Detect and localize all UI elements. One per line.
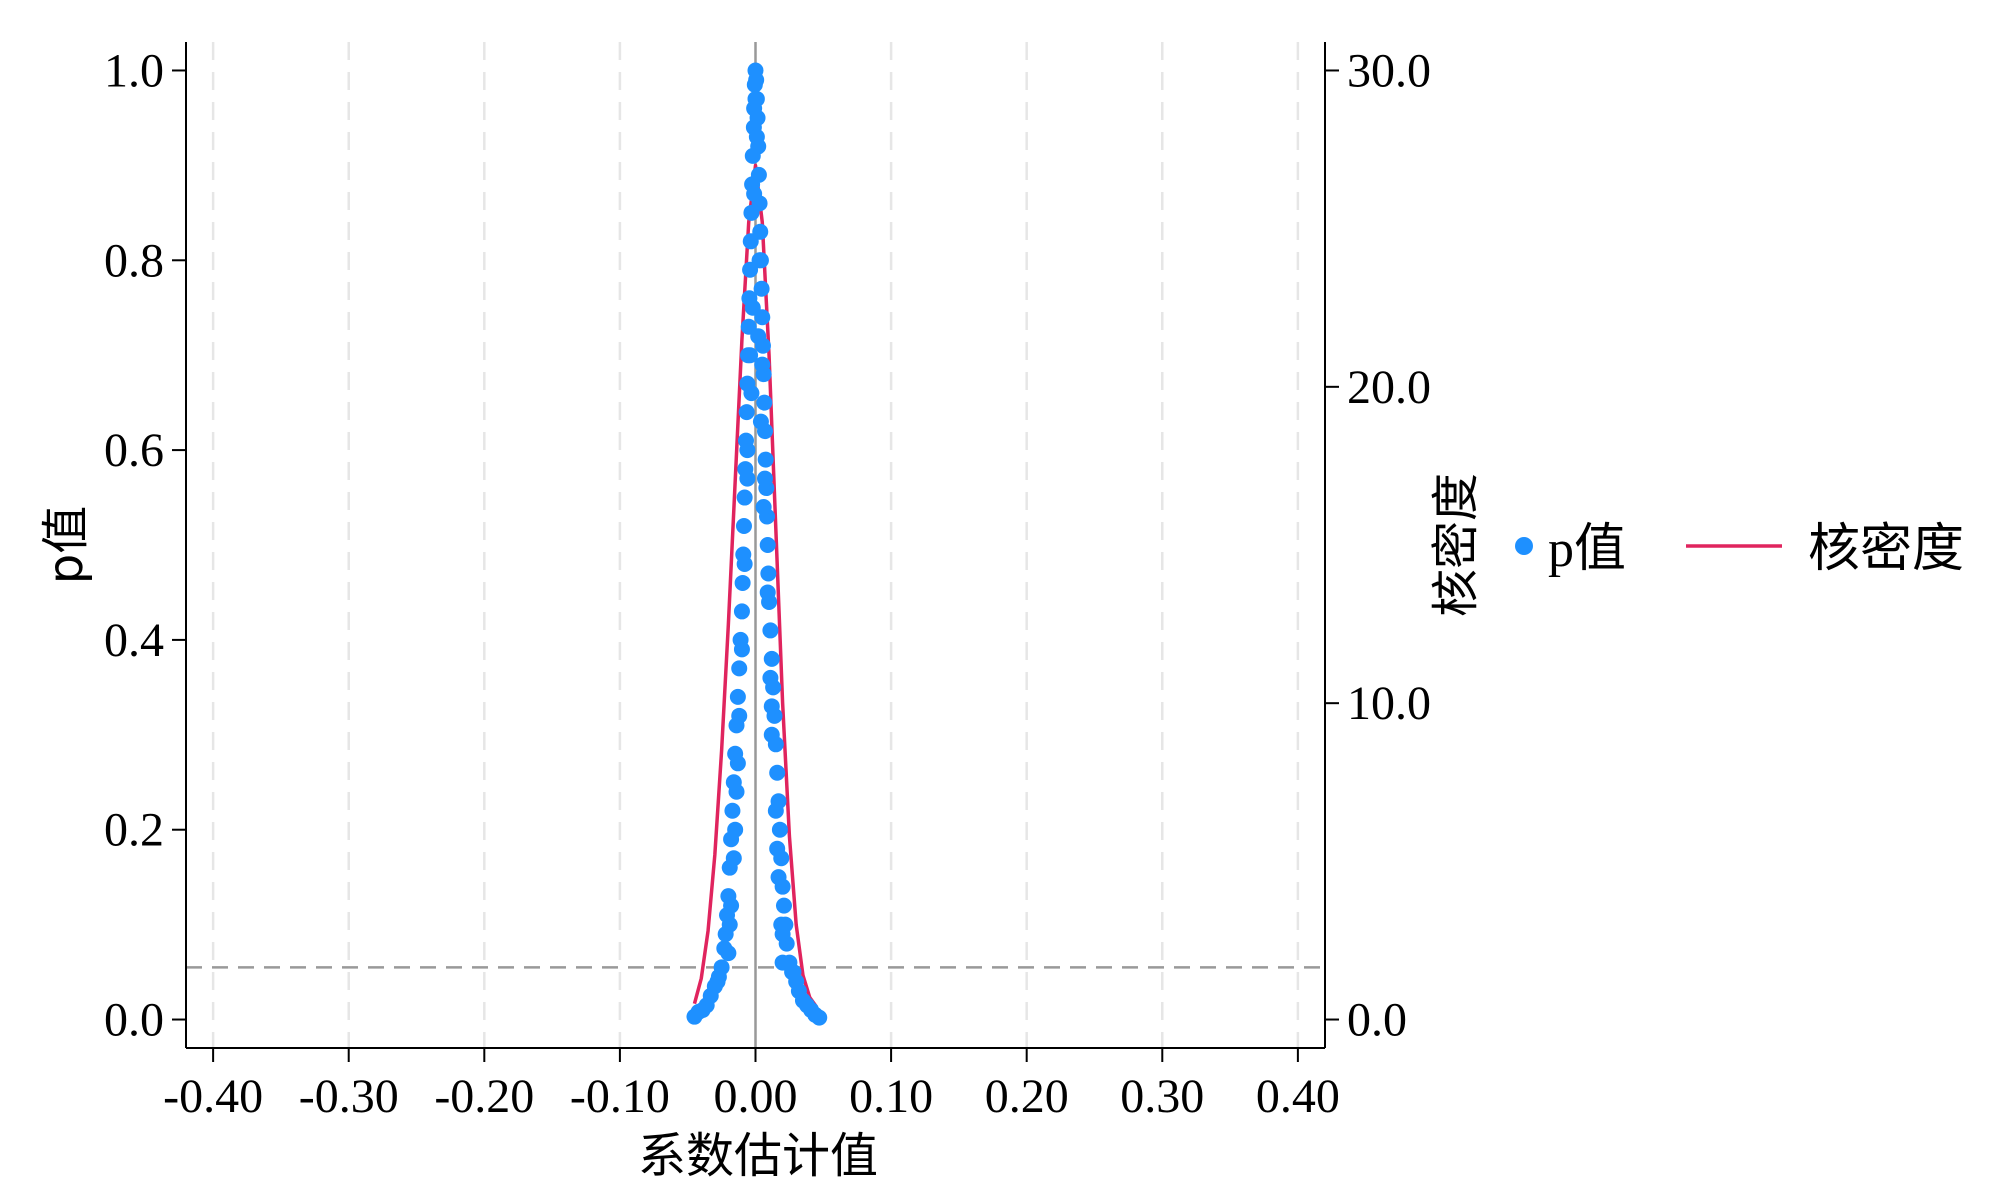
p-value-point-104 — [742, 347, 759, 364]
p-value-point-97 — [774, 954, 791, 971]
p-value-point-117 — [774, 926, 791, 943]
p-value-point-55 — [771, 821, 788, 838]
p-value-point-96 — [720, 945, 737, 962]
p-value-point-54 — [724, 802, 741, 819]
p-value-point-83 — [811, 1009, 828, 1026]
p-value-point-51 — [769, 764, 786, 781]
x-tick-label-1: -0.30 — [299, 1070, 399, 1123]
legend-label-density: 核密度 — [1808, 521, 1964, 578]
p-value-point-88 — [739, 470, 756, 487]
p-value-point-34 — [735, 518, 752, 535]
p-value-point-14 — [742, 233, 759, 250]
p-value-point-108 — [736, 555, 753, 572]
x-tick-label-4: 0.00 — [714, 1070, 798, 1123]
p-value-point-91 — [763, 726, 780, 743]
p-value-point-116 — [721, 916, 738, 933]
p-value-point-26 — [738, 404, 755, 421]
p-value-point-38 — [734, 574, 751, 591]
p-value-point-115 — [770, 869, 787, 886]
y-right-tick-label-3: 30.0 — [1347, 44, 1431, 97]
p-value-point-107 — [756, 470, 773, 487]
x-tick-label-0: -0.40 — [163, 1070, 263, 1123]
p-value-point-2 — [746, 76, 763, 93]
y-left-tick-label-3: 0.6 — [104, 424, 164, 477]
p-value-point-94 — [723, 897, 740, 914]
p-value-point-98 — [763, 698, 780, 715]
p-value-point-105 — [754, 356, 771, 373]
p-value-point-82 — [686, 1008, 703, 1025]
p-value-point-106 — [739, 442, 756, 459]
p-value-point-103 — [751, 252, 768, 269]
x-tick-label-5: 0.10 — [849, 1070, 933, 1123]
density-layer — [692, 163, 818, 1008]
p-value-point-44 — [731, 660, 748, 677]
p-value-point-37 — [760, 565, 777, 582]
y-left-tick-label-0: 0.0 — [104, 994, 164, 1047]
p-value-point-90 — [731, 707, 748, 724]
p-value-point-118 — [785, 964, 802, 981]
points-layer — [686, 62, 828, 1026]
p-value-point-102 — [746, 185, 763, 202]
p-value-point-100 — [747, 90, 764, 107]
p-value-point-109 — [759, 584, 776, 601]
p-value-point-110 — [733, 641, 750, 658]
ticks-layer: -0.40 -0.30 -0.20 -0.10 0.00 0.10 0.20 0.30 0.40… — [104, 44, 1431, 1123]
y-right-tick-label-0: 0.0 — [1347, 994, 1407, 1047]
p-value-point-113 — [767, 802, 784, 819]
p-value-point-87 — [752, 413, 769, 430]
p-value-point-93 — [769, 840, 786, 857]
p-value-point-99 — [729, 755, 746, 772]
p-value-point-12 — [743, 204, 760, 221]
p-value-point-89 — [755, 499, 772, 516]
x-tick-label-6: 0.20 — [985, 1070, 1069, 1123]
y-left-tick-label-1: 0.2 — [104, 804, 164, 857]
p-value-point-86 — [743, 385, 760, 402]
p-value-point-41 — [762, 622, 779, 639]
y-right-tick-label-1: 10.0 — [1347, 677, 1431, 730]
p-value-point-92 — [727, 821, 744, 838]
legend: p值 核密度 — [1515, 521, 1964, 578]
p-value-point-112 — [728, 783, 745, 800]
p-value-point-46 — [729, 688, 746, 705]
p-value-point-84 — [744, 299, 761, 316]
y-axis-right-title: 核密度 — [1428, 473, 1484, 617]
x-tick-label-8: 0.40 — [1256, 1070, 1340, 1123]
y-left-tick-label-4: 0.8 — [104, 234, 164, 287]
p-value-point-8 — [744, 147, 761, 164]
p-value-point-29 — [757, 451, 774, 468]
p-value-point-43 — [763, 650, 780, 667]
legend-label-p-value: p值 — [1548, 521, 1626, 578]
p-value-point-35 — [759, 537, 776, 553]
y-left-tick-label-2: 0.4 — [104, 614, 164, 667]
p-value-point-25 — [756, 394, 773, 411]
p-value-point-32 — [736, 489, 753, 506]
density-line — [692, 163, 818, 1008]
p-value-point-101 — [748, 128, 765, 145]
p-value-point-119 — [709, 973, 726, 990]
p-value-point-61 — [775, 897, 792, 914]
p-value-point-85 — [750, 328, 767, 345]
x-axis-title: 系数估计值 — [638, 1128, 878, 1184]
p-value-point-111 — [762, 669, 779, 686]
y-axis-left-title: p值 — [38, 506, 94, 584]
x-tick-label-7: 0.30 — [1120, 1070, 1204, 1123]
p-value-point-17 — [753, 280, 770, 297]
p-value-point-114 — [725, 850, 742, 867]
x-tick-label-2: -0.20 — [434, 1070, 534, 1123]
y-right-tick-label-2: 20.0 — [1347, 361, 1431, 414]
y-left-tick-label-5: 1.0 — [104, 44, 164, 97]
legend-marker-p-value — [1515, 537, 1533, 555]
x-tick-label-3: -0.10 — [570, 1070, 670, 1123]
vertical-gridlines — [211, 42, 1300, 1048]
p-value-point-40 — [733, 603, 750, 620]
